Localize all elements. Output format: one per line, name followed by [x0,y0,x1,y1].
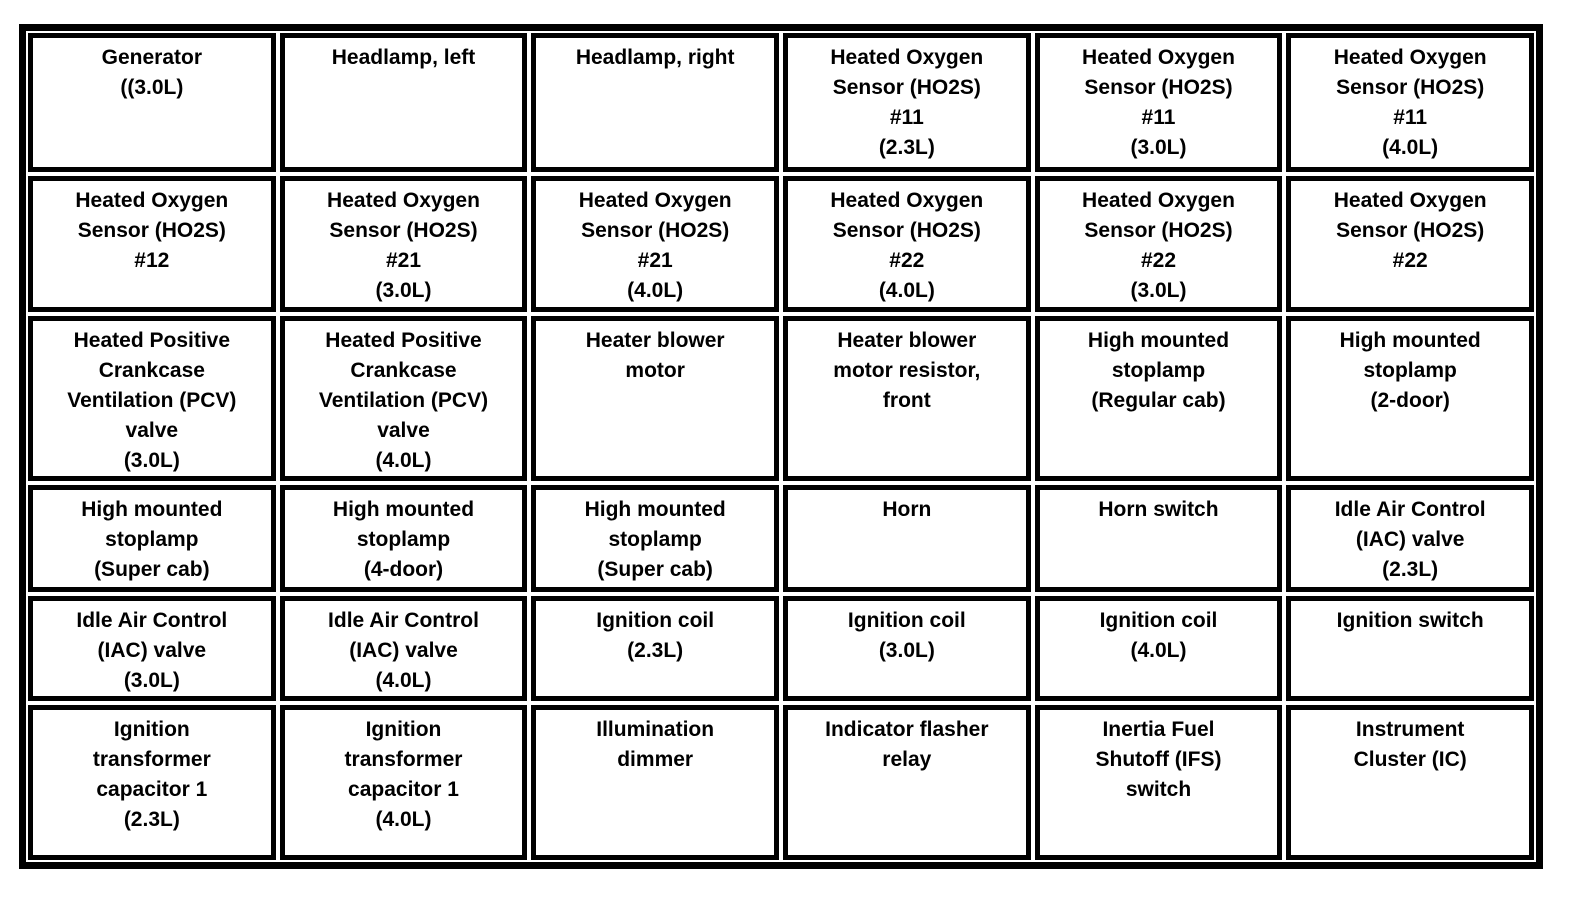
component-cell: Headlamp, left [279,33,528,172]
component-cell: Idle Air Control (IAC) valve (3.0L) [28,596,276,701]
component-cell: Heated Oxygen Sensor (HO2S) #22 (4.0L) [783,176,1031,312]
component-cell: Illumination dimmer [531,705,779,860]
component-cell: Headlamp, right [531,33,779,172]
component-cell: Heated Oxygen Sensor (HO2S) #22 (3.0L) [1034,176,1283,312]
component-cell: Heated Oxygen Sensor (HO2S) #12 [28,176,276,312]
component-cell: High mounted stoplamp (Super cab) [531,485,779,592]
component-cell: Idle Air Control (IAC) valve (2.3L) [1286,485,1534,592]
component-cell: High mounted stoplamp (Super cab) [28,485,276,592]
component-cell: Ignition transformer capacitor 1 (2.3L) [28,705,276,860]
component-cell: Ignition coil (3.0L) [783,596,1031,701]
component-cell: High mounted stoplamp (4-door) [279,485,528,592]
component-cell: Instrument Cluster (IC) [1286,705,1534,860]
component-cell: Heated Positive Crankcase Ventilation (P… [279,316,528,481]
component-cell: Heated Oxygen Sensor (HO2S) #21 (3.0L) [279,176,528,312]
component-cell: Heated Oxygen Sensor (HO2S) #11 (4.0L) [1286,33,1534,172]
component-table: Generator ((3.0L) Headlamp, left Headlam… [19,24,1543,869]
component-cell: Heated Oxygen Sensor (HO2S) #22 [1286,176,1534,312]
component-cell: High mounted stoplamp (Regular cab) [1034,316,1283,481]
component-cell: Heater blower motor resistor, front [783,316,1031,481]
component-cell: Heated Oxygen Sensor (HO2S) #21 (4.0L) [531,176,779,312]
component-cell: Heated Oxygen Sensor (HO2S) #11 (2.3L) [783,33,1031,172]
component-cell: Ignition coil (4.0L) [1034,596,1283,701]
component-cell: Inertia Fuel Shutoff (IFS) switch [1034,705,1283,860]
component-cell: Generator ((3.0L) [28,33,276,172]
component-cell: Horn [783,485,1031,592]
component-cell: Indicator flasher relay [783,705,1031,860]
component-grid: Generator ((3.0L) Headlamp, left Headlam… [28,33,1534,860]
component-cell: Ignition switch [1286,596,1534,701]
component-cell: Horn switch [1034,485,1283,592]
component-cell: Ignition transformer capacitor 1 (4.0L) [279,705,528,860]
component-cell: High mounted stoplamp (2-door) [1286,316,1534,481]
component-cell: Ignition coil (2.3L) [531,596,779,701]
component-cell: Heater blower motor [531,316,779,481]
component-cell: Heated Positive Crankcase Ventilation (P… [28,316,276,481]
component-cell: Heated Oxygen Sensor (HO2S) #11 (3.0L) [1034,33,1283,172]
component-cell: Idle Air Control (IAC) valve (4.0L) [279,596,528,701]
